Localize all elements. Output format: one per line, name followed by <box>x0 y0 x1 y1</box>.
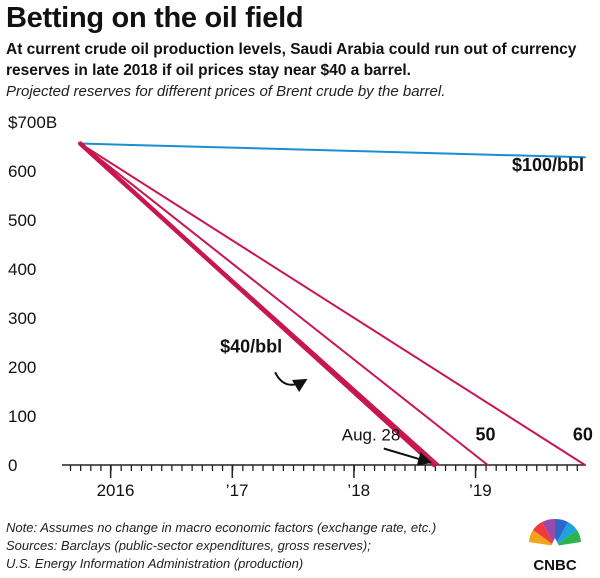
y-tick-label: 100 <box>8 407 36 426</box>
footnote-line: Note: Assumes no change in macro economi… <box>6 520 437 535</box>
chart-title: Betting on the oil field <box>6 2 304 34</box>
label-40-bbl: $40/bbl <box>220 336 282 356</box>
y-tick-label: 600 <box>8 162 36 181</box>
label-60: 60 <box>573 425 593 445</box>
y-tick-label: 400 <box>8 260 36 279</box>
footnote-line: U.S. Energy Information Administration (… <box>6 556 304 571</box>
x-tick-label: ’19 <box>469 481 492 500</box>
y-tick-label: $700B <box>8 113 57 132</box>
series-line <box>79 142 586 466</box>
y-tick-label: 300 <box>8 309 36 328</box>
y-tick-label: 500 <box>8 211 36 230</box>
label-aug-28: Aug. 28 <box>342 426 401 445</box>
series-line <box>79 142 586 159</box>
annotation-layer: $100/bbl $40/bbl Aug. 28 50 60 <box>220 155 593 466</box>
peacock-logo-icon: CNBC <box>529 518 581 574</box>
footnote: Note: Assumes no change in macro economi… <box>6 519 436 573</box>
y-tick-label: 200 <box>8 358 36 377</box>
axis-layer: 0 100 200 300 400 500 600 $700B 2016 ’17 ’18 ’19 <box>8 113 585 500</box>
logo-wordmark: CNBC <box>533 557 576 574</box>
label-50: 50 <box>476 425 496 445</box>
x-tick-label: ’17 <box>226 481 249 500</box>
label-100-bbl: $100/bbl <box>512 155 584 175</box>
chart-caption: Projected reserves for different prices … <box>6 83 446 100</box>
series-line <box>79 142 489 466</box>
series-line <box>79 142 441 466</box>
oil-reserves-chart: 0 100 200 300 400 500 600 $700B 2016 ’17 ’18 ’19 $1… <box>8 113 593 500</box>
series-layer <box>77 141 586 468</box>
x-tick-label: ’18 <box>347 481 370 500</box>
chart-subtitle: At current crude oil production levels, … <box>6 41 577 79</box>
arrow-40-bbl <box>274 371 308 393</box>
arrow-aug-28 <box>383 447 433 466</box>
x-tick-label: 2016 <box>97 481 135 500</box>
footnote-line: Sources: Barclays (public-sector expendi… <box>6 538 371 553</box>
y-tick-label: 0 <box>8 456 17 475</box>
